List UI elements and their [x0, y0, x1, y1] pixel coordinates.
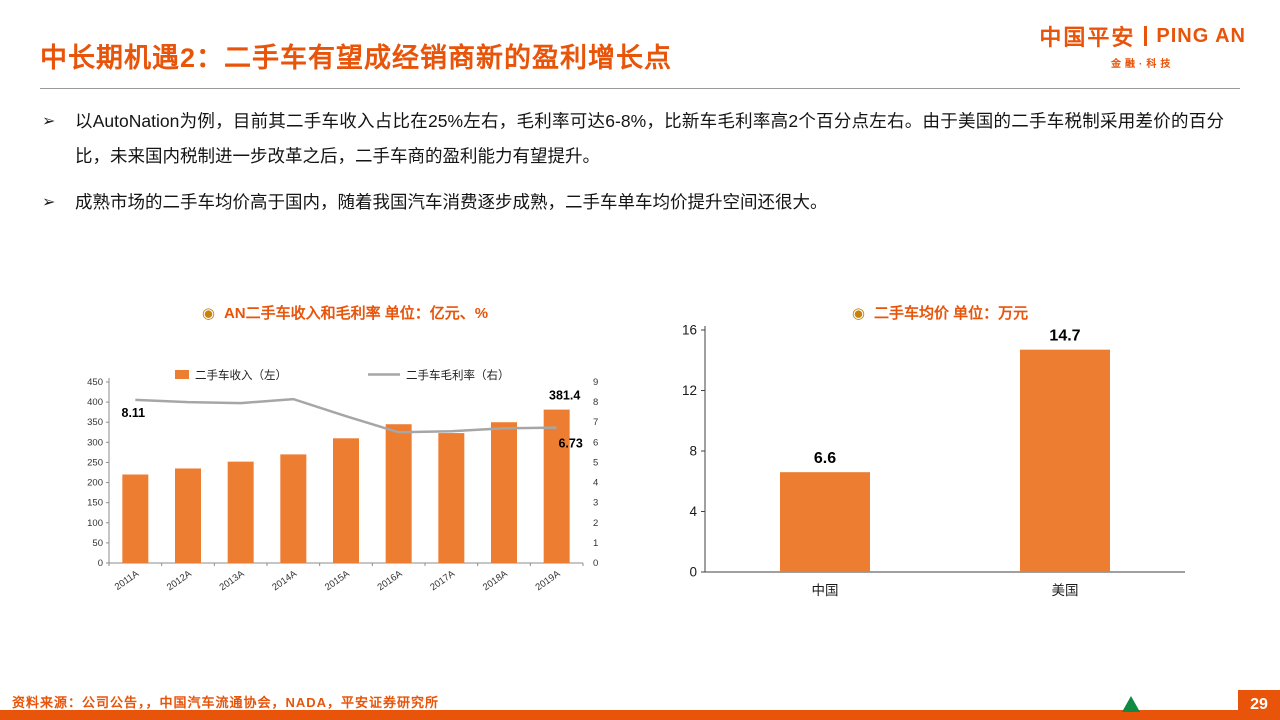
- axis-label: 2: [593, 518, 598, 529]
- axis-label: 8: [689, 444, 697, 459]
- axis-label: 9: [593, 377, 598, 388]
- bullet-arrow-icon: ➢: [42, 113, 56, 130]
- logo-brand-cn: 中国平安: [1039, 25, 1136, 50]
- axis-label: 0: [98, 558, 103, 569]
- bar-2018A: [491, 422, 517, 563]
- axis-label: 4: [689, 504, 697, 519]
- axis-label: 3: [593, 498, 598, 509]
- chart-title-bullet-icon: ◉: [201, 304, 215, 322]
- axis-label: 6: [593, 437, 598, 448]
- legend-label: 二手车收入（左）: [195, 368, 287, 382]
- axis-label: 4: [593, 478, 598, 489]
- category-label: 2017A: [428, 568, 457, 593]
- category-label: 2019A: [534, 568, 563, 593]
- axis-label: 150: [87, 498, 103, 509]
- axis-label: 100: [87, 518, 103, 529]
- axis-label: 400: [87, 397, 103, 408]
- pingan-logo: 中国平安 PING AN 金融·科技: [1039, 20, 1246, 71]
- axis-label: 12: [682, 383, 697, 398]
- chart2-title-text: 二手车均价 单位：万元: [873, 305, 1029, 322]
- data-label: 381.4: [549, 389, 580, 403]
- data-label: 14.7: [1049, 328, 1080, 345]
- axis-label: 200: [87, 478, 103, 489]
- legend-label: 二手车毛利率（右）: [406, 368, 510, 382]
- axis-label: 0: [593, 558, 598, 569]
- category-label: 2018A: [481, 568, 510, 593]
- bullet-text: 成熟市场的二手车均价高于国内，随着我国汽车消费逐步成熟，二手车单车均价提升空间还…: [75, 192, 828, 212]
- category-label: 2011A: [113, 568, 142, 593]
- bullet-list: ➢ 以AutoNation为例，目前其二手车收入占比在25%左右，毛利率可达6-…: [42, 104, 1224, 231]
- logo-row: 中国平安 PING AN: [1039, 20, 1246, 52]
- bar-2011A: [122, 474, 149, 563]
- logo-divider: [1144, 26, 1148, 46]
- category-label: 2015A: [323, 568, 352, 593]
- axis-label: 250: [87, 457, 103, 468]
- category-label: 2013A: [218, 568, 247, 593]
- axis-label: 0: [689, 565, 697, 580]
- bottom-bar: [0, 710, 1280, 720]
- legend-bar-swatch: [175, 370, 189, 379]
- chart1-title-text: AN二手车收入和毛利率 单位：亿元、%: [223, 305, 489, 322]
- chart2-title: ◉ 二手车均价 单位：万元: [690, 302, 1190, 323]
- bar-2016A: [385, 424, 412, 563]
- axis-label: 8: [593, 397, 598, 408]
- data-label: 8.11: [122, 406, 146, 420]
- title-underline: [40, 88, 1240, 89]
- chart1-title: ◉ AN二手车收入和毛利率 单位：亿元、%: [75, 302, 615, 323]
- category-label: 美国: [1052, 583, 1079, 598]
- axis-label: 1: [593, 538, 598, 549]
- green-logo-icon: [1122, 696, 1140, 712]
- category-label: 2012A: [165, 568, 194, 593]
- page-number: 29: [1238, 690, 1280, 720]
- source-note: 资料来源：公司公告，，中国汽车流通协会，NADA，平安证券研究所: [12, 695, 440, 710]
- bar-2012A: [175, 468, 201, 563]
- margin-line: [135, 397, 557, 434]
- bullet-arrow-icon: ➢: [42, 194, 56, 211]
- chart-used-car-avg-price: 0 4 8 12 16 6.6 中国 14.7 美国: [682, 323, 1185, 598]
- bar-2017A: [438, 433, 465, 563]
- data-label: 6.73: [558, 437, 582, 451]
- bar-2019A: [543, 409, 570, 563]
- bullet-text: 以AutoNation为例，目前其二手车收入占比在25%左右，毛利率可达6-8%…: [75, 111, 1224, 166]
- axis-label: 16: [682, 323, 697, 338]
- logo-tagline: 金融·科技: [1111, 59, 1175, 70]
- category-label: 中国: [812, 583, 839, 598]
- axis-label: 450: [87, 377, 103, 388]
- page-title: 中长期机遇2：二手车有望成经销商新的盈利增长点: [40, 43, 673, 73]
- bar-2015A: [333, 438, 359, 563]
- axis-label: 7: [593, 417, 598, 428]
- chart-an-revenue-and-margin: 二手车收入（左） 二手车毛利率（右）05010015020025030035040…: [87, 368, 598, 593]
- data-label: 6.6: [814, 450, 836, 467]
- chart-title-bullet-icon: ◉: [851, 304, 865, 322]
- logo-brand-en: PING AN: [1156, 24, 1246, 47]
- category-label: 2016A: [376, 568, 405, 593]
- axis-label: 300: [87, 437, 103, 448]
- category-label: 2014A: [270, 568, 299, 593]
- bar-2014A: [280, 454, 307, 563]
- axis-label: 5: [593, 457, 598, 468]
- bullet-item: ➢ 成熟市场的二手车均价高于国内，随着我国汽车消费逐步成熟，二手车单车均价提升空…: [42, 185, 1224, 220]
- bullet-item: ➢ 以AutoNation为例，目前其二手车收入占比在25%左右，毛利率可达6-…: [42, 104, 1224, 174]
- bar-中国: [780, 472, 870, 572]
- bar-美国: [1020, 349, 1110, 572]
- bar-2013A: [227, 461, 254, 563]
- axis-label: 350: [87, 417, 103, 428]
- axis-label: 50: [92, 538, 103, 549]
